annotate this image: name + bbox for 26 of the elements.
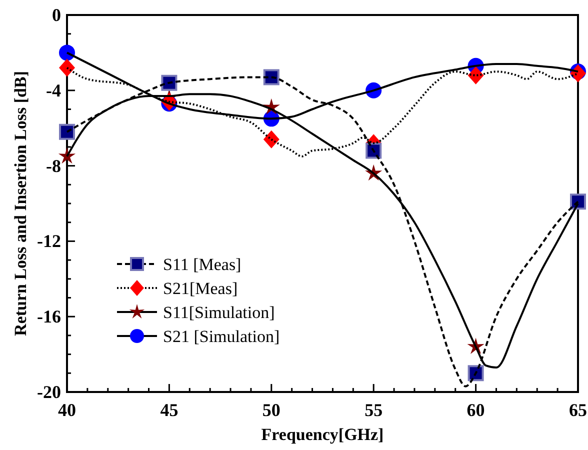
point (263, 69, 280, 86)
y-tick-label: -8 (46, 156, 61, 176)
point (161, 74, 178, 91)
x-axis-title: Frequency[GHz] (261, 425, 384, 444)
point (263, 130, 280, 148)
point (59, 58, 75, 77)
x-tick-label: 45 (160, 400, 178, 420)
legend-label: S21[Meas] (163, 279, 238, 298)
y-tick-label: 0 (52, 5, 61, 25)
point (468, 365, 484, 382)
y-tick-label: -4 (46, 80, 61, 100)
point (468, 66, 484, 84)
x-tick-label: 60 (466, 400, 485, 420)
x-tick-label: 55 (364, 400, 383, 420)
point (59, 124, 75, 140)
legend-label: S11[Simulation] (163, 303, 275, 322)
legend-label: S21 [Simulation] (163, 327, 280, 346)
y-axis-title: Return Loss and Insertion Loss [dB] (11, 71, 30, 336)
y-tick-label: -12 (37, 231, 61, 252)
y-tick-label: -20 (37, 382, 61, 402)
x-tick-label: 50 (262, 400, 280, 420)
y-tick-label: -16 (37, 306, 61, 327)
legend-label: S11 [Meas] (163, 255, 242, 274)
x-tick-label: 65 (569, 400, 587, 420)
point (59, 44, 75, 61)
x-tick-label: 40 (58, 400, 76, 420)
